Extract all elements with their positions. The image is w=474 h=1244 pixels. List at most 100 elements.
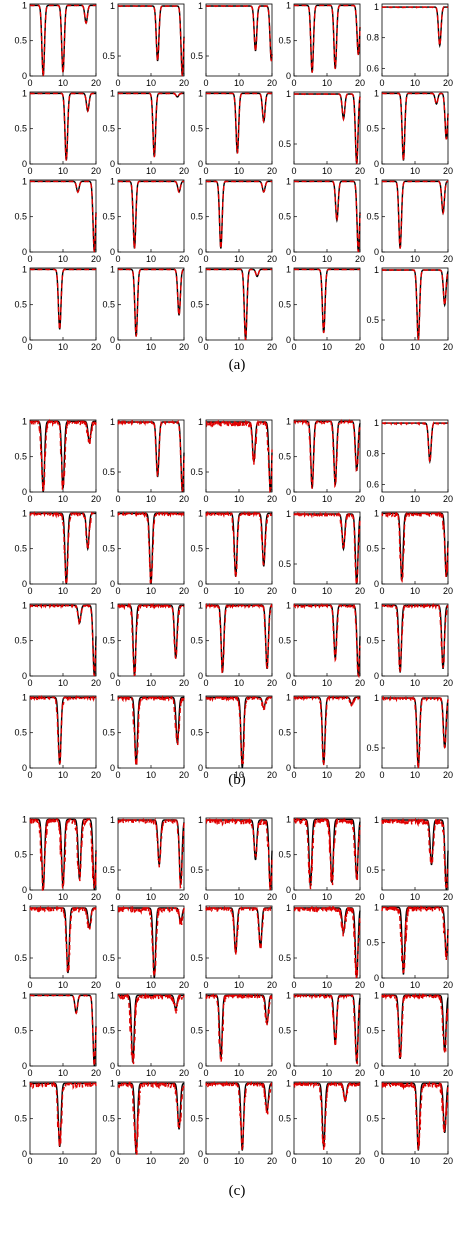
axes-box-p2-r3-c3 <box>293 1081 361 1155</box>
x-tick-label-p2-r1-c0-0: 0 <box>27 980 32 990</box>
x-tick-label-p2-r0-c2-0: 0 <box>203 892 208 902</box>
x-tick-label-p0-r3-c1-2: 20 <box>179 342 189 352</box>
x-tick-label-p2-r3-c4-1: 10 <box>410 1156 420 1166</box>
x-tick-label-p0-r2-c3-0: 0 <box>291 254 296 264</box>
y-tick-label-p0-r1-c0-0: 0 <box>22 159 27 169</box>
y-tick-label-p2-r0-c4-1: 1 <box>374 815 379 825</box>
series-dashed-p0-r2-c1 <box>118 180 185 249</box>
x-tick-label-p0-r3-c3-1: 10 <box>322 342 332 352</box>
y-tick-label-p0-r3-c0-1: 0.5 <box>14 300 27 310</box>
x-tick-label-p1-r2-c1-0: 0 <box>115 678 120 688</box>
y-tick-label-p0-r1-c3-0: 0.5 <box>278 139 291 149</box>
x-tick-label-p2-r1-c1-1: 10 <box>146 980 156 990</box>
x-tick-label-p1-r1-c1-0: 0 <box>115 586 120 596</box>
x-tick-label-p0-r2-c4-0: 0 <box>379 254 384 264</box>
x-tick-label-p0-r3-c4-1: 10 <box>410 342 420 352</box>
axes-box-p1-r1-c4 <box>381 511 449 585</box>
y-tick-label-p0-r1-c3-1: 1 <box>286 89 291 99</box>
series-dashed-p2-r3-c0 <box>29 1081 97 1147</box>
x-tick-label-p2-r1-c0-1: 10 <box>58 980 68 990</box>
x-tick-label-p0-r3-c2-0: 0 <box>203 342 208 352</box>
y-tick-label-p1-r0-c2-0: 0.5 <box>190 467 203 477</box>
series-dashed-p2-r2-c1 <box>118 992 185 1065</box>
y-tick-label-p1-r1-c4-1: 0.5 <box>366 544 379 554</box>
x-tick-label-p0-r3-c0-0: 0 <box>27 342 32 352</box>
y-tick-label-p1-r1-c2-1: 0.5 <box>190 544 203 554</box>
series-dashed-p1-r2-c0 <box>29 603 97 677</box>
series-solid-p1-r2-c2 <box>206 604 273 673</box>
y-tick-label-p2-r2-c2-0: 0 <box>198 1061 203 1071</box>
series-solid-p0-r2-c3 <box>294 180 361 253</box>
series-dashed-p1-r3-c0 <box>29 694 97 765</box>
series-solid-p0-r3-c3 <box>294 268 360 334</box>
x-tick-label-p1-r3-c0-2: 20 <box>91 770 101 780</box>
x-tick-label-p0-r1-c4-1: 10 <box>410 166 420 176</box>
x-tick-label-p2-r1-c4-1: 10 <box>410 980 420 990</box>
x-tick-label-p1-r0-c3-2: 20 <box>355 494 365 504</box>
y-tick-label-p1-r2-c3-2: 1 <box>286 600 291 610</box>
x-tick-label-p2-r3-c2-2: 20 <box>267 1156 277 1166</box>
y-tick-label-p0-r2-c3-1: 0.5 <box>278 212 291 222</box>
axes-box-p0-r2-c1 <box>117 179 185 253</box>
axes-box-p1-r1-c3 <box>293 511 361 585</box>
y-tick-label-p0-r2-c1-0: 0 <box>110 247 115 257</box>
axes-box-p2-r0-c2 <box>205 817 273 891</box>
axes-box-p1-r0-c2 <box>205 419 273 493</box>
x-tick-label-p2-r0-c4-0: 0 <box>379 892 384 902</box>
y-tick-label-p0-r0-c3-1: 0.5 <box>278 36 291 46</box>
x-tick-label-p2-r2-c2-1: 10 <box>234 1068 244 1078</box>
y-tick-label-p1-r2-c0-0: 0 <box>22 671 27 681</box>
x-tick-label-p0-r1-c3-0: 0 <box>291 166 296 176</box>
x-tick-label-p1-r0-c4-0: 0 <box>379 494 384 504</box>
caption-c: (c) <box>228 1183 246 1199</box>
y-tick-label-p1-r2-c4-2: 1 <box>374 600 379 610</box>
y-tick-label-p2-r3-c2-0: 0 <box>198 1149 203 1159</box>
y-tick-label-p2-r2-c1-0: 0 <box>110 1061 115 1071</box>
axes-box-p1-r0-c3 <box>293 419 361 493</box>
series-solid-p0-r3-c2 <box>206 268 272 341</box>
series-dashed-p1-r2-c3 <box>293 602 361 679</box>
series-dashed-p0-r0-c1 <box>117 5 185 77</box>
series-solid-p2-r1-c0 <box>30 907 96 974</box>
y-tick-label-p1-r3-c2-2: 1 <box>198 692 203 702</box>
x-tick-label-p2-r2-c1-2: 20 <box>179 1068 189 1078</box>
series-dashed-p2-r3-c3 <box>293 1081 360 1150</box>
y-tick-label-p0-r0-c0-0: 0 <box>22 71 27 81</box>
y-tick-label-p2-r1-c4-1: 0.5 <box>366 938 379 948</box>
x-tick-label-p0-r1-c2-2: 20 <box>267 166 277 176</box>
axes-box-p2-r1-c4 <box>381 905 449 979</box>
x-tick-label-p0-r2-c4-1: 10 <box>410 254 420 264</box>
x-tick-label-p2-r0-c0-2: 20 <box>91 892 101 902</box>
y-tick-label-p1-r1-c2-0: 0 <box>198 579 203 589</box>
y-tick-label-p2-r2-c4-1: 0.5 <box>366 1026 379 1036</box>
x-tick-label-p2-r1-c2-1: 10 <box>234 980 244 990</box>
series-solid-p0-r3-c4 <box>382 269 449 341</box>
y-tick-label-p0-r1-c0-1: 0.5 <box>14 124 27 134</box>
y-tick-label-p2-r2-c1-1: 0.5 <box>102 1026 115 1036</box>
y-tick-label-p0-r2-c0-0: 0 <box>22 247 27 257</box>
series-solid-p1-r1-c3 <box>294 513 361 585</box>
x-tick-label-p1-r0-c2-1: 10 <box>234 494 244 504</box>
y-tick-label-p2-r0-c3-1: 0.5 <box>278 850 291 860</box>
series-solid-p2-r3-c1 <box>118 1082 185 1155</box>
series-dashed-p1-r3-c1 <box>117 694 185 768</box>
x-tick-label-p1-r0-c4-1: 10 <box>410 494 420 504</box>
series-dashed-p1-r0-c0 <box>29 418 97 493</box>
series-dashed-p0-r3-c0 <box>29 268 97 330</box>
series-dashed-p1-r1-c2 <box>205 510 273 578</box>
x-tick-label-p1-r2-c2-0: 0 <box>203 678 208 688</box>
y-tick-label-p0-r1-c4-2: 1 <box>374 88 379 98</box>
series-solid-p2-r0-c2 <box>206 819 273 891</box>
x-tick-label-p0-r3-c2-1: 10 <box>234 342 244 352</box>
y-tick-label-p2-r0-c3-2: 1 <box>286 814 291 824</box>
axes-box-p0-r3-c2 <box>205 267 273 341</box>
x-tick-label-p1-r3-c4-1: 10 <box>410 770 420 780</box>
axes-box-p0-r3-c3 <box>293 267 361 341</box>
series-solid-p2-r2-c2 <box>206 994 273 1060</box>
y-tick-label-p2-r0-c0-0: 0 <box>22 885 27 895</box>
x-tick-label-p2-r0-c3-2: 20 <box>355 892 365 902</box>
series-dashed-p0-r3-c2 <box>206 268 273 341</box>
y-tick-label-p2-r3-c1-2: 1 <box>110 1078 115 1088</box>
axes-box-p2-r3-c4 <box>381 1081 449 1155</box>
series-dashed-p0-r2-c0 <box>29 180 97 253</box>
